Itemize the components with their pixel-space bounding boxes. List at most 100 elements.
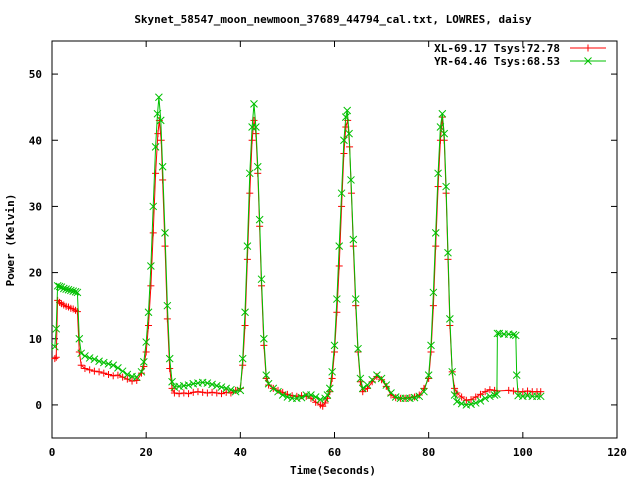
data-point [73,288,82,297]
data-point [330,341,339,350]
data-point [297,393,306,402]
data-point [114,371,122,379]
data-point [429,288,438,297]
data-point [347,176,355,184]
data-point [208,388,216,396]
data-point [139,358,148,366]
data-point [363,384,371,392]
data-point [62,285,70,293]
data-point [212,381,221,390]
data-point [391,393,400,401]
x-axis-ticks: 0 20 40 60 80 100 120 [49,41,627,459]
data-point [341,113,350,121]
data-point [77,349,86,358]
data-point [59,284,68,293]
data-point [471,399,480,407]
data-point [95,368,103,376]
data-point [373,371,381,379]
data-point [377,374,386,383]
data-point [245,169,254,178]
data-point [509,387,517,395]
data-point [481,394,490,403]
data-point [345,129,353,138]
data-point [257,275,266,284]
data-point [340,136,348,145]
data-point [52,324,61,333]
data-point [114,364,122,372]
legend-label: XL-69.17 Tsys:72.78 [434,42,560,55]
y-tick-label: 40 [29,134,42,147]
data-point [481,388,489,396]
data-point [307,394,315,402]
x-tick-label: 100 [513,446,533,459]
data-point [248,136,256,144]
x-tick-label: 0 [49,446,56,459]
data-point [149,229,157,237]
series-line [54,117,541,407]
data-point [323,391,332,399]
data-point [189,388,197,396]
data-point [222,384,231,393]
data-point [343,106,352,115]
y-axis-label: Power (Kelvin) [4,194,17,287]
data-point [69,287,78,295]
legend-marker [584,57,592,65]
data-point [168,384,176,392]
data-point [387,389,395,397]
data-point [311,393,320,401]
data-point [420,387,428,396]
data-point [231,387,240,396]
data-point [442,182,450,191]
data-point [153,109,162,118]
legend-marker [584,44,592,52]
data-point [486,386,494,394]
data-point [431,229,440,237]
data-point [450,391,459,399]
data-point [238,354,247,363]
data-point [316,395,325,404]
data-point [50,342,59,351]
y-axis-ticks: 0 10 20 30 40 50 [29,68,617,412]
data-point [144,308,153,317]
data-point [328,367,336,376]
data-point [269,384,278,393]
data-point [335,262,343,270]
y-tick-label: 10 [29,333,42,346]
data-point [358,384,367,393]
data-point [85,354,94,362]
data-point [180,389,188,397]
chart-title: Skynet_58547_moon_newmoon_37689_44794_ca… [134,13,532,26]
data-point [493,390,501,399]
data-point [170,389,178,397]
data-point [75,334,84,343]
y-tick-label: 30 [29,200,42,213]
data-point [307,391,315,399]
data-point [248,123,256,131]
data-point [104,360,113,368]
data-point [536,392,545,401]
data-point [255,215,264,224]
data-point [145,322,153,330]
data-point [236,386,245,395]
data-point [86,366,94,374]
x-tick-label: 20 [140,446,153,459]
data-point [333,295,341,303]
data-point [335,242,344,250]
data-point [337,189,346,198]
data-point [243,242,252,250]
data-point [213,389,221,397]
data-point [147,262,155,270]
data-point [436,123,445,131]
y-tick-label: 50 [29,68,42,81]
data-point [71,287,80,296]
data-point [105,370,112,378]
data-point [137,367,146,376]
data-point [262,371,271,379]
data-point [64,285,73,294]
data-point [537,388,545,396]
data-point [351,295,360,303]
data-point [321,394,329,403]
data-point [185,390,193,398]
data-point [133,376,141,384]
